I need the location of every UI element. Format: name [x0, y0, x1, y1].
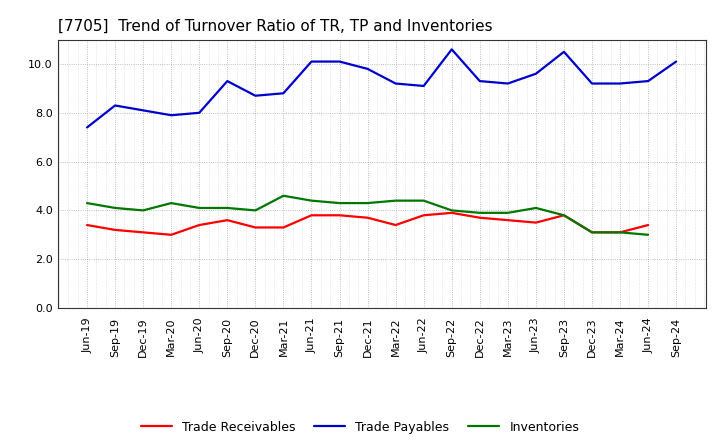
Trade Receivables [447, 210, 456, 216]
Trade Receivables [139, 230, 148, 235]
Trade Payables [644, 78, 652, 84]
Trade Payables [391, 81, 400, 86]
Inventories [111, 205, 120, 211]
Inventories [83, 201, 91, 206]
Line: Trade Receivables: Trade Receivables [87, 213, 648, 235]
Trade Receivables [167, 232, 176, 238]
Inventories [391, 198, 400, 203]
Inventories [307, 198, 316, 203]
Trade Receivables [336, 213, 344, 218]
Inventories [167, 201, 176, 206]
Inventories [195, 205, 204, 211]
Trade Payables [559, 49, 568, 55]
Inventories [531, 205, 540, 211]
Trade Receivables [279, 225, 288, 230]
Trade Payables [307, 59, 316, 64]
Trade Payables [364, 66, 372, 72]
Trade Payables [195, 110, 204, 115]
Trade Payables [475, 78, 484, 84]
Trade Payables [616, 81, 624, 86]
Inventories [559, 213, 568, 218]
Trade Receivables [111, 227, 120, 233]
Inventories [588, 230, 596, 235]
Trade Payables [531, 71, 540, 77]
Trade Receivables [251, 225, 260, 230]
Line: Inventories: Inventories [87, 196, 648, 235]
Line: Trade Payables: Trade Payables [87, 49, 676, 128]
Trade Payables [251, 93, 260, 99]
Inventories [644, 232, 652, 238]
Inventories [251, 208, 260, 213]
Inventories [279, 193, 288, 198]
Trade Receivables [419, 213, 428, 218]
Trade Payables [503, 81, 512, 86]
Text: [7705]  Trend of Turnover Ratio of TR, TP and Inventories: [7705] Trend of Turnover Ratio of TR, TP… [58, 19, 492, 34]
Trade Payables [279, 91, 288, 96]
Inventories [475, 210, 484, 216]
Legend: Trade Receivables, Trade Payables, Inventories: Trade Receivables, Trade Payables, Inven… [140, 421, 580, 434]
Trade Payables [447, 47, 456, 52]
Trade Payables [672, 59, 680, 64]
Trade Receivables [391, 222, 400, 227]
Trade Payables [83, 125, 91, 130]
Trade Payables [336, 59, 344, 64]
Inventories [336, 201, 344, 206]
Trade Payables [167, 113, 176, 118]
Trade Receivables [223, 217, 232, 223]
Trade Receivables [307, 213, 316, 218]
Trade Payables [111, 103, 120, 108]
Trade Receivables [616, 230, 624, 235]
Trade Receivables [364, 215, 372, 220]
Trade Receivables [195, 222, 204, 227]
Inventories [503, 210, 512, 216]
Trade Receivables [83, 222, 91, 227]
Inventories [364, 201, 372, 206]
Inventories [616, 230, 624, 235]
Trade Payables [139, 108, 148, 113]
Trade Receivables [644, 222, 652, 227]
Trade Receivables [531, 220, 540, 225]
Trade Payables [223, 78, 232, 84]
Inventories [139, 208, 148, 213]
Trade Receivables [588, 230, 596, 235]
Trade Payables [588, 81, 596, 86]
Trade Receivables [475, 215, 484, 220]
Inventories [447, 208, 456, 213]
Trade Receivables [559, 213, 568, 218]
Trade Payables [419, 83, 428, 88]
Trade Receivables [503, 217, 512, 223]
Inventories [419, 198, 428, 203]
Inventories [223, 205, 232, 211]
